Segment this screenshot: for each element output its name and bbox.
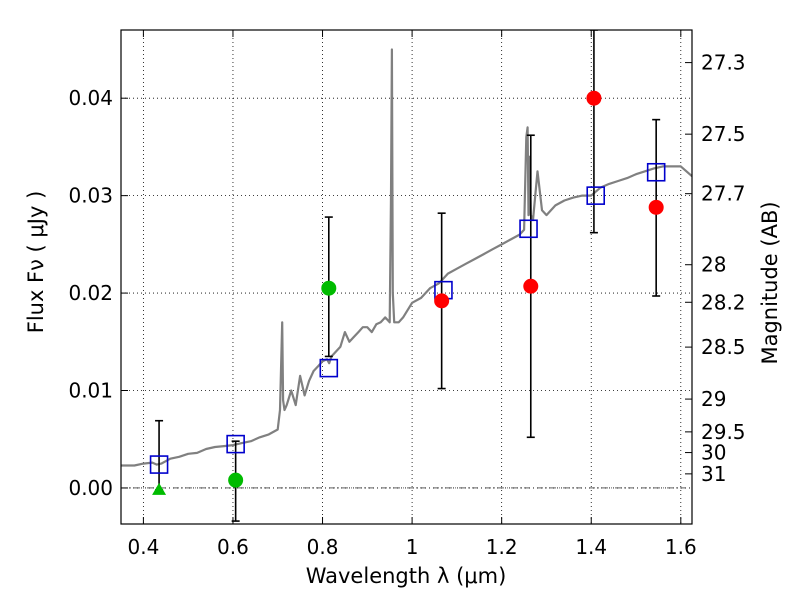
model-point-square [519, 219, 538, 239]
x-tick-label: 1.2 [486, 535, 518, 559]
magnitude-axis-label: Magnitude (AB) [758, 201, 782, 364]
y-tick-label: 0.03 [68, 184, 113, 208]
y-tick-label: 0.04 [68, 86, 113, 110]
observed-point [648, 199, 664, 215]
plot-area [121, 30, 692, 522]
model-point-square [319, 358, 339, 378]
magnitude-tick-label: 28.5 [701, 335, 746, 359]
observed-point [321, 280, 337, 296]
x-tick-label: 1 [406, 535, 419, 559]
magnitude-tick-label: 27.5 [701, 122, 746, 146]
x-tick-label: 1.6 [665, 535, 697, 559]
model-spectrum [121, 48, 692, 467]
magnitude-tick-label: 30 [701, 441, 726, 465]
magnitude-tick-label: 29.5 [701, 420, 746, 444]
y-axis-ticks: 0.00 0.01 0.02 0.03 0.04 [68, 86, 128, 500]
x-axis-ticks: 0.4 0.6 0.8 1 1.2 1.4 1.6 [127, 30, 697, 559]
observed-point [228, 472, 244, 488]
x-tick-label: 0.8 [307, 535, 339, 559]
y-tick-label: 0.00 [68, 476, 113, 500]
magnitude-tick-label: 31 [701, 462, 726, 486]
x-tick-label: 1.4 [575, 535, 607, 559]
magnitude-tick-label: 29 [701, 387, 726, 411]
y-axis-label: Flux Fν ( μJy ) [24, 191, 48, 334]
x-tick-label: 0.4 [127, 535, 159, 559]
magnitude-tick-label: 27.7 [701, 182, 746, 206]
observed-point [523, 278, 539, 294]
observed-point [434, 293, 450, 309]
y-tick-label: 0.02 [68, 281, 113, 305]
magnitude-tick-label: 27.3 [701, 51, 746, 75]
spectrum-line [121, 48, 692, 467]
magnitude-tick-label: 28 [701, 253, 726, 277]
x-axis-label: Wavelength λ (μm) [306, 564, 507, 588]
data-markers [149, 90, 666, 495]
plot-frame [120, 29, 693, 525]
y-tick-label: 0.01 [68, 379, 113, 403]
model-point-square [149, 455, 169, 474]
x-tick-label: 0.6 [217, 535, 249, 559]
magnitude-tick-label: 28.2 [701, 290, 746, 314]
model-point-square [646, 162, 666, 182]
model-point-square [226, 434, 245, 454]
upper-limit-triangle [152, 482, 167, 495]
model-point-square [586, 186, 606, 205]
observed-point [586, 90, 602, 106]
